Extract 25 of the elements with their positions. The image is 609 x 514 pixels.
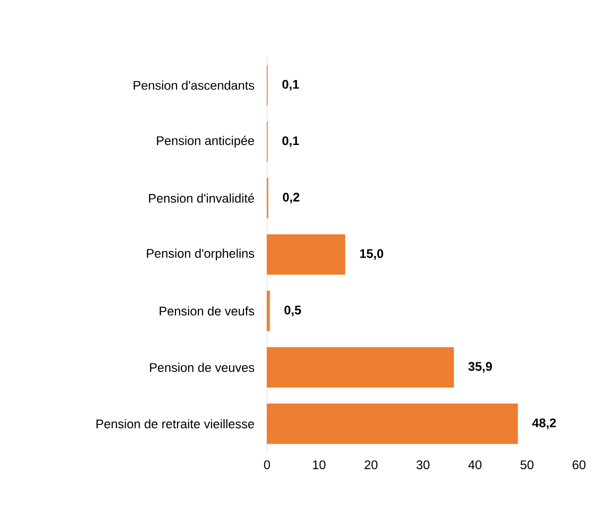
x-tick-label: 20 [364, 460, 378, 470]
x-tick-label: 50 [520, 460, 534, 470]
bar [266, 404, 518, 444]
data-label: 0,1 [282, 136, 299, 147]
data-label: 0,2 [282, 192, 300, 204]
y-tick-label: Pension de veufs [160, 306, 254, 316]
data-label: 0,5 [284, 306, 301, 316]
data-label: 48,2 [532, 418, 556, 430]
x-tick-label: 10 [313, 460, 326, 470]
y-tick-label: Pension d'ascendants [134, 80, 254, 90]
y-tick-label: Pension anticipée [156, 136, 254, 148]
bar [266, 290, 270, 332]
x-tick-label: 30 [416, 460, 430, 470]
x-tick-label: 60 [572, 460, 586, 470]
y-tick-label: Pension d'orphelins [146, 248, 254, 260]
data-label: 35,9 [468, 362, 492, 373]
x-tick-label: 0 [264, 460, 270, 470]
data-label: 0,1 [282, 80, 299, 91]
bar [266, 347, 454, 388]
y-tick-label: Pension de veuves [150, 362, 254, 372]
data-label: 15,0 [360, 249, 384, 260]
bar [266, 234, 346, 275]
y-tick-label: Pension de retraite vieillesse [96, 419, 254, 428]
y-tick-label: Pension d'invalidité [149, 193, 254, 203]
x-tick-label: 40 [468, 460, 482, 470]
